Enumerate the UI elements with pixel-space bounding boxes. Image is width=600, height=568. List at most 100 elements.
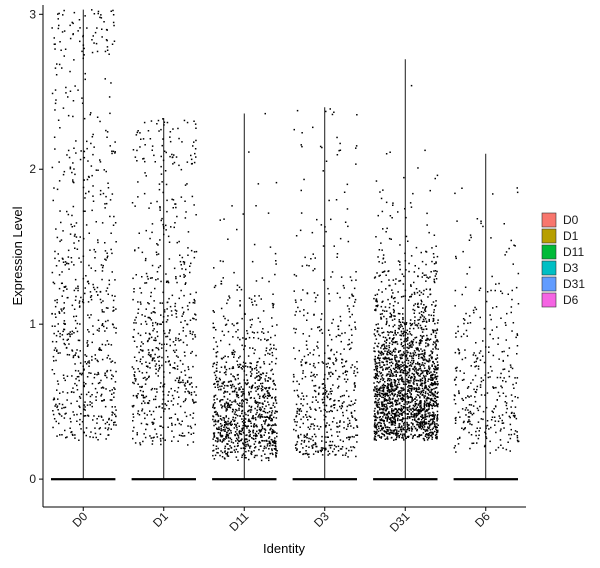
data-point <box>213 337 215 339</box>
data-point <box>434 425 436 427</box>
data-point <box>402 345 405 347</box>
data-point <box>334 454 336 456</box>
data-point <box>397 351 400 353</box>
data-point <box>111 411 113 413</box>
data-point <box>421 415 424 417</box>
data-point <box>505 339 507 341</box>
data-point <box>213 424 215 427</box>
data-point <box>347 417 349 420</box>
data-point <box>168 417 171 419</box>
data-point <box>195 214 197 216</box>
data-point <box>142 396 145 399</box>
data-point <box>173 161 176 164</box>
data-point <box>215 364 218 366</box>
data-point <box>91 405 93 408</box>
data-point <box>382 393 385 396</box>
data-point <box>103 399 105 402</box>
data-point <box>396 410 399 412</box>
data-point <box>271 368 273 371</box>
data-point <box>138 414 141 416</box>
data-point <box>422 391 425 394</box>
data-point <box>230 380 232 382</box>
data-point <box>157 375 159 377</box>
data-point <box>274 406 276 408</box>
data-point <box>237 377 239 380</box>
data-point <box>423 405 426 408</box>
data-point <box>411 342 414 345</box>
data-point <box>57 253 59 255</box>
data-point <box>69 427 71 429</box>
data-point <box>63 30 66 32</box>
data-point <box>226 402 228 405</box>
data-point <box>84 210 86 212</box>
data-point <box>145 282 148 284</box>
data-point <box>95 436 97 439</box>
data-point <box>215 341 217 343</box>
data-point <box>172 404 174 406</box>
data-point <box>297 394 299 397</box>
data-point <box>216 380 219 383</box>
data-point <box>329 357 331 359</box>
zero-band-D11 <box>212 478 277 481</box>
data-point <box>345 374 348 376</box>
data-point <box>132 420 134 422</box>
data-point <box>89 401 91 403</box>
data-point <box>236 322 239 324</box>
data-point <box>253 337 255 339</box>
data-point <box>389 375 391 377</box>
data-point <box>56 299 58 301</box>
data-point <box>397 366 400 368</box>
data-point <box>414 378 416 380</box>
data-point <box>222 439 224 441</box>
data-point <box>351 334 353 336</box>
data-point <box>427 437 430 440</box>
data-point <box>72 33 74 35</box>
data-point <box>53 349 56 351</box>
data-point <box>156 388 158 390</box>
data-point <box>137 196 139 198</box>
data-point <box>375 309 377 312</box>
data-point <box>386 432 388 435</box>
data-point <box>150 295 152 298</box>
data-point <box>156 331 158 333</box>
data-point <box>294 331 297 334</box>
data-point <box>345 452 347 454</box>
data-point <box>410 365 413 367</box>
data-point <box>249 362 251 364</box>
data-point <box>331 271 334 273</box>
data-point <box>302 447 304 449</box>
data-point <box>151 443 154 445</box>
data-point <box>374 276 377 278</box>
data-point <box>422 307 424 309</box>
data-point <box>389 398 392 400</box>
data-point <box>373 395 376 397</box>
data-point <box>165 281 168 283</box>
data-point <box>58 260 60 262</box>
data-point <box>225 361 228 363</box>
data-point <box>244 456 246 459</box>
data-point <box>401 357 403 359</box>
data-point <box>244 362 247 364</box>
data-point <box>83 368 85 370</box>
data-point <box>390 238 392 240</box>
data-point <box>390 331 392 333</box>
data-point <box>317 362 320 364</box>
data-point <box>407 347 410 350</box>
data-point <box>274 396 277 398</box>
data-point <box>241 410 243 413</box>
data-point <box>408 371 410 374</box>
data-point <box>131 366 134 368</box>
data-point <box>377 430 380 433</box>
data-point <box>381 412 383 414</box>
data-point <box>104 372 106 374</box>
data-point <box>272 293 274 295</box>
data-point <box>383 364 385 366</box>
data-point <box>111 393 113 395</box>
data-point <box>273 416 275 419</box>
data-point <box>177 440 179 442</box>
data-point <box>308 415 311 418</box>
data-point <box>247 409 250 412</box>
data-point <box>381 396 383 398</box>
data-point <box>410 428 413 430</box>
data-point <box>172 156 174 158</box>
